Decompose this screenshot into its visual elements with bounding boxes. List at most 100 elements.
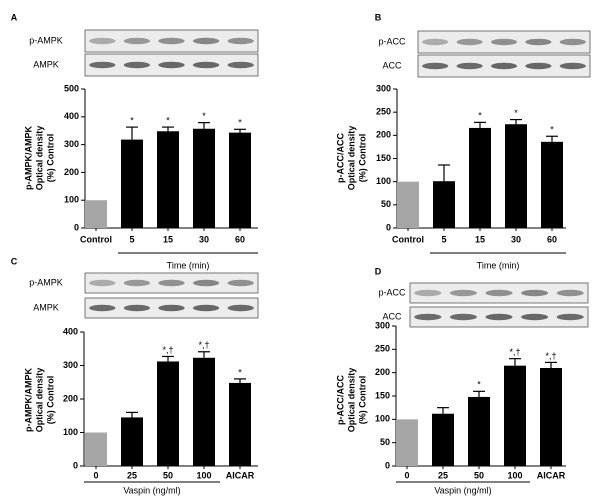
blot-band — [456, 62, 483, 70]
y-tick-label: 100 — [375, 414, 390, 424]
significance-label: * — [202, 111, 206, 121]
bar — [85, 200, 107, 228]
blot-band — [227, 279, 254, 287]
significance-label: * — [130, 115, 134, 125]
blot-band — [485, 289, 513, 297]
y-tick-label: 150 — [376, 153, 391, 163]
blot-band — [556, 289, 584, 297]
blot-band — [192, 304, 220, 312]
y-tick-label: 250 — [376, 107, 391, 117]
y-tick-label: 500 — [64, 83, 79, 93]
blot-band — [89, 61, 116, 69]
blot-band — [414, 289, 442, 297]
significance-label: * — [238, 118, 242, 128]
blot-band — [192, 37, 220, 45]
y-tick-label: 300 — [63, 360, 78, 370]
bar — [504, 365, 526, 466]
x-tick-label: 30 — [511, 234, 521, 244]
y-tick-label: 200 — [375, 367, 390, 377]
blot-label: AMPK — [33, 59, 59, 69]
y-tick-label: 400 — [63, 326, 78, 336]
blot-band — [490, 38, 518, 46]
x-tick-label: 60 — [235, 234, 245, 244]
y-axis-label: (%) Control — [357, 134, 367, 183]
bar — [229, 382, 251, 466]
y-tick-label: 0 — [385, 460, 390, 470]
panel-letter: B — [375, 12, 382, 22]
bar — [505, 124, 527, 228]
blot-band — [123, 279, 151, 287]
y-tick-label: 100 — [64, 195, 79, 205]
y-tick-label: 0 — [73, 460, 78, 470]
y-tick-label: 0 — [74, 222, 79, 232]
y-axis-label: (%) Control — [357, 376, 367, 425]
x-axis-label: Vaspin (ng/ml) — [123, 485, 180, 495]
bar — [432, 413, 454, 466]
x-tick-label: 25 — [438, 470, 448, 480]
y-axis-label: Optical density — [346, 126, 356, 191]
y-axis-label: p-AMPK/AMPK — [23, 368, 33, 432]
blot-band — [89, 279, 116, 287]
x-tick-label: AICAR — [226, 470, 255, 480]
bar — [193, 357, 215, 466]
blot-band — [89, 304, 116, 312]
blot-band — [456, 38, 483, 46]
blot-label: ACC — [382, 311, 402, 321]
blot-band — [158, 61, 185, 69]
x-tick-label: 15 — [475, 234, 485, 244]
blot-label: ACC — [382, 60, 402, 70]
blot-band — [227, 61, 254, 69]
x-tick-label: Control — [392, 234, 424, 244]
significance-label: * — [166, 115, 170, 125]
bar — [396, 419, 418, 466]
y-axis-label: Optical density — [34, 368, 44, 433]
blot-band — [525, 38, 552, 46]
x-tick-label: 50 — [474, 470, 484, 480]
bar — [541, 141, 563, 228]
bar — [157, 361, 179, 466]
blot-band — [192, 279, 220, 287]
y-tick-label: 300 — [375, 320, 390, 330]
bar — [540, 368, 562, 466]
blot-band — [158, 279, 185, 287]
x-axis-label: Vaspin (ng/ml) — [434, 485, 491, 495]
bar — [397, 181, 419, 228]
bar — [85, 432, 107, 466]
y-tick-label: 200 — [376, 130, 391, 140]
x-tick-label: 15 — [163, 234, 173, 244]
bar — [469, 127, 491, 228]
y-tick-label: 0 — [386, 222, 391, 232]
significance-label: * — [238, 367, 242, 377]
significance-label: * — [478, 111, 482, 121]
y-tick-label: 150 — [375, 390, 390, 400]
blot-band — [123, 304, 151, 312]
x-axis-label: Time (min) — [167, 260, 210, 270]
y-tick-label: 300 — [376, 83, 391, 93]
significance-label: *,† — [162, 345, 173, 355]
y-tick-label: 200 — [64, 167, 79, 177]
blot-label: p-ACC — [378, 36, 406, 46]
blot-band — [521, 313, 549, 321]
blot-band — [485, 313, 513, 321]
blot-band — [89, 37, 116, 45]
blot-band — [123, 61, 151, 69]
x-tick-label: 50 — [163, 470, 173, 480]
y-axis-label: Optical density — [34, 126, 44, 191]
blot-band — [525, 62, 552, 70]
significance-label: * — [514, 108, 518, 118]
blot-label: p-AMPK — [29, 35, 63, 45]
blot-band — [158, 304, 185, 312]
bar — [193, 128, 215, 228]
significance-label: *,† — [509, 347, 520, 357]
blot-band — [521, 289, 549, 297]
significance-label: *,† — [545, 351, 556, 361]
blot-band — [123, 37, 151, 45]
panel-letter: A — [11, 12, 18, 22]
blot-band — [227, 304, 254, 312]
blot-band — [422, 62, 449, 70]
y-axis-label: (%) Control — [45, 134, 55, 183]
blot-label: p-AMPK — [29, 277, 63, 287]
y-axis-label: Optical density — [346, 368, 356, 433]
blot-band — [449, 289, 477, 297]
x-tick-label: AICAR — [537, 470, 566, 480]
